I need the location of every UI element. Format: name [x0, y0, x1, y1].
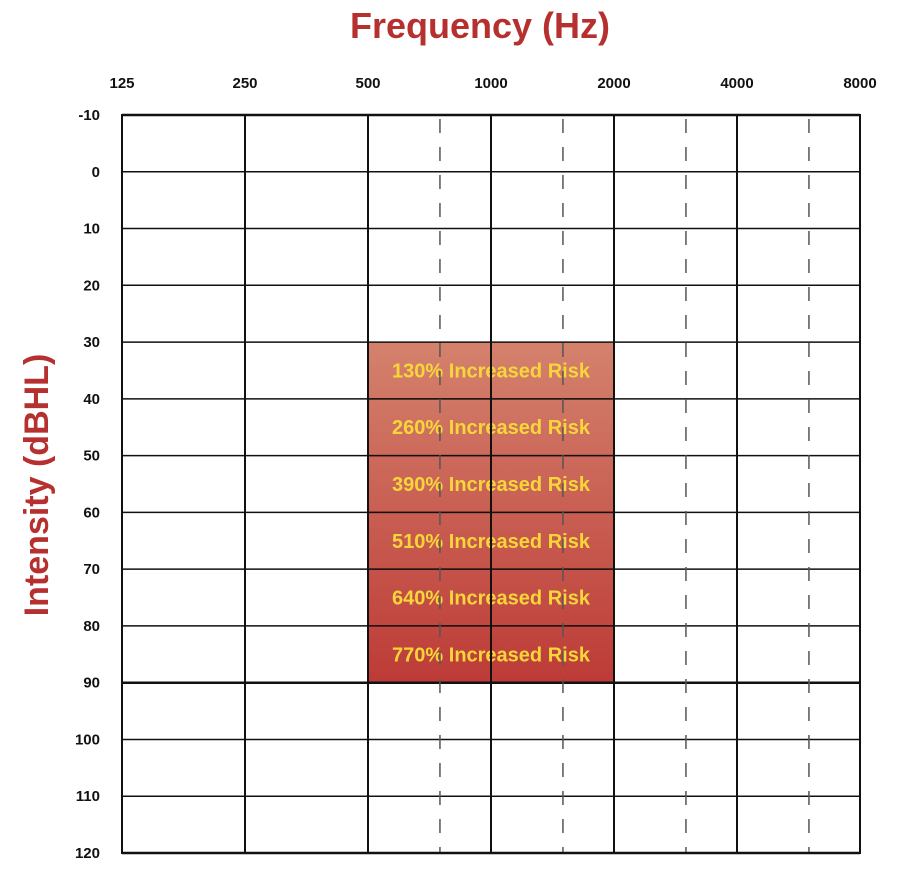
y-tick-label: 30 — [83, 334, 100, 351]
y-tick-label: 60 — [83, 504, 100, 521]
x-tick-label: 500 — [355, 75, 380, 92]
y-tick-label: 20 — [83, 277, 100, 294]
y-tick-label: 70 — [83, 561, 100, 578]
y-tick-label: -10 — [78, 107, 100, 124]
y-tick-label: 90 — [83, 675, 100, 692]
x-tick-label: 2000 — [597, 75, 630, 92]
plot-frame — [121, 114, 861, 854]
x-tick-label: 125 — [109, 75, 134, 92]
y-tick-label: 100 — [75, 731, 100, 748]
x-tick-label: 1000 — [474, 75, 507, 92]
y-tick-label: 50 — [83, 448, 100, 465]
y-tick-label: 10 — [83, 221, 100, 238]
chart-title: Frequency (Hz) — [350, 5, 610, 46]
y-tick-label: 110 — [76, 788, 100, 805]
y-tick-label: 40 — [83, 391, 100, 408]
x-tick-label: 8000 — [843, 75, 876, 92]
y-tick-label: 120 — [75, 845, 100, 862]
y-tick-label: 80 — [83, 618, 100, 635]
x-tick-label: 250 — [232, 75, 257, 92]
x-axis-ticks: 125 250 500 1000 2000 4000 8000 — [109, 75, 876, 92]
y-tick-label: 0 — [92, 164, 100, 181]
grid — [121, 113, 861, 855]
y-axis-label: Intensity (dBHL) — [18, 354, 56, 617]
x-tick-label: 4000 — [720, 75, 753, 92]
y-axis-ticks: -10 0 10 20 30 40 50 60 70 80 90 100 110 120 — [75, 107, 100, 862]
